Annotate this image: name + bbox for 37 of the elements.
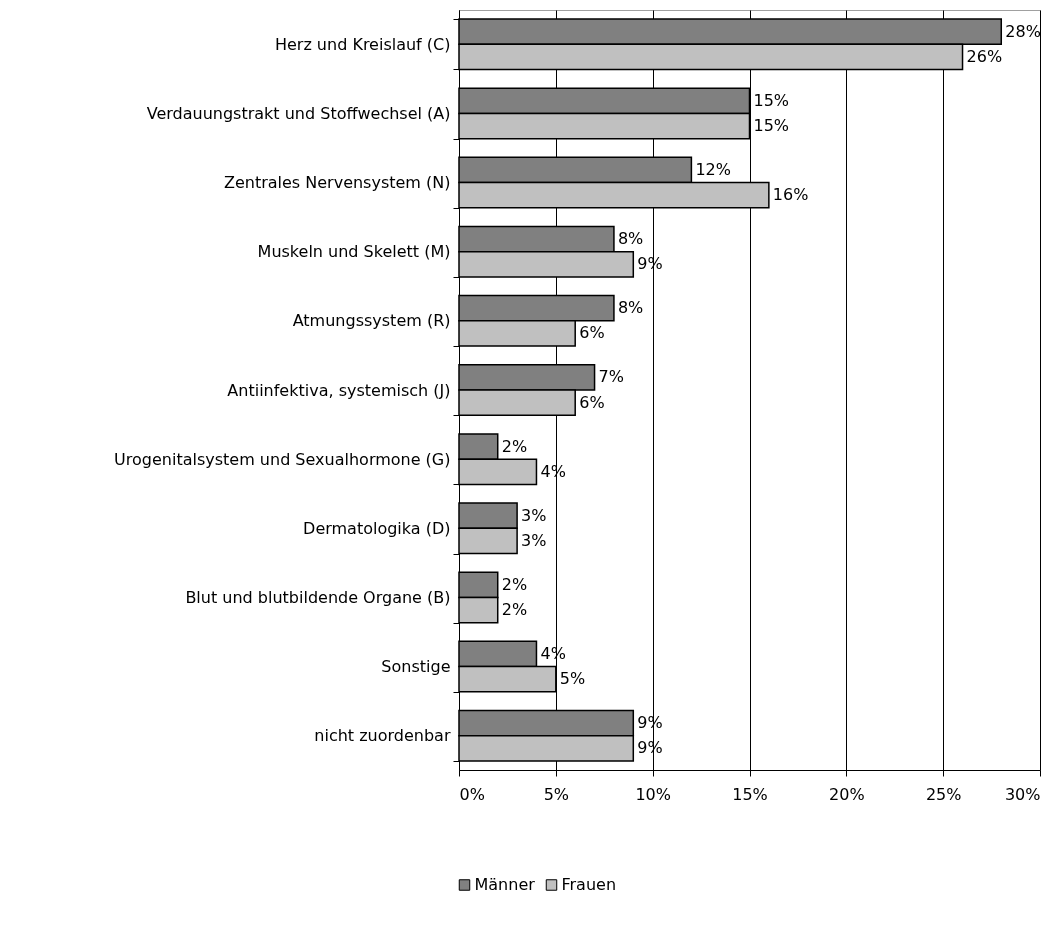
y-tick-label: Atmungssystem (R): [292, 311, 451, 331]
y-tick-label: nicht zuordenbar: [314, 726, 451, 746]
data-label: 7%: [598, 367, 624, 387]
data-label: 2%: [501, 436, 528, 456]
y-tick-label: Herz und Kreislauf (C): [274, 34, 451, 54]
data-label: 2%: [501, 600, 528, 620]
data-label: 3%: [521, 530, 547, 550]
x-tick-label: 25%: [925, 784, 962, 804]
x-tick-label: 15%: [732, 784, 768, 804]
x-tick-label: 0%: [459, 784, 485, 804]
data-label: 15%: [753, 90, 790, 110]
x-tick-label: 30%: [1004, 784, 1041, 804]
y-tick-label: Dermatologika (D): [303, 518, 451, 538]
data-label: 3%: [521, 505, 547, 525]
x-tick-label: 10%: [635, 784, 671, 804]
y-tick-label: Verdauungstrakt und Stoffwechsel (A): [146, 103, 451, 123]
data-label: 28%: [1005, 21, 1041, 41]
y-tick-label: Antiinfektiva, systemisch (J): [227, 380, 451, 400]
y-tick-label: Urogenitalsystem und Sexualhormone (G): [114, 449, 451, 469]
y-tick-label: Zentrales Nervensystem (N): [223, 173, 451, 193]
data-label: 26%: [966, 46, 1003, 66]
data-label: 12%: [695, 159, 731, 179]
legend-label: Frauen: [561, 875, 617, 894]
data-label: 15%: [753, 116, 790, 136]
legend-label: Männer: [474, 875, 536, 894]
data-label: 6%: [579, 323, 605, 343]
x-tick-label: 5%: [543, 784, 570, 804]
x-tick-label: 20%: [829, 784, 865, 804]
data-label: 2%: [501, 574, 528, 594]
data-label: 6%: [579, 392, 605, 412]
data-label: 16%: [772, 185, 809, 205]
y-tick-label: Blut und blutbildende Organe (B): [185, 587, 451, 607]
data-label: 8%: [617, 298, 644, 318]
y-tick-label: Sonstige: [381, 657, 451, 677]
data-label: 8%: [617, 229, 644, 249]
y-tick-label: Muskeln und Skelett (M): [257, 242, 451, 262]
data-label: 5%: [559, 669, 586, 689]
